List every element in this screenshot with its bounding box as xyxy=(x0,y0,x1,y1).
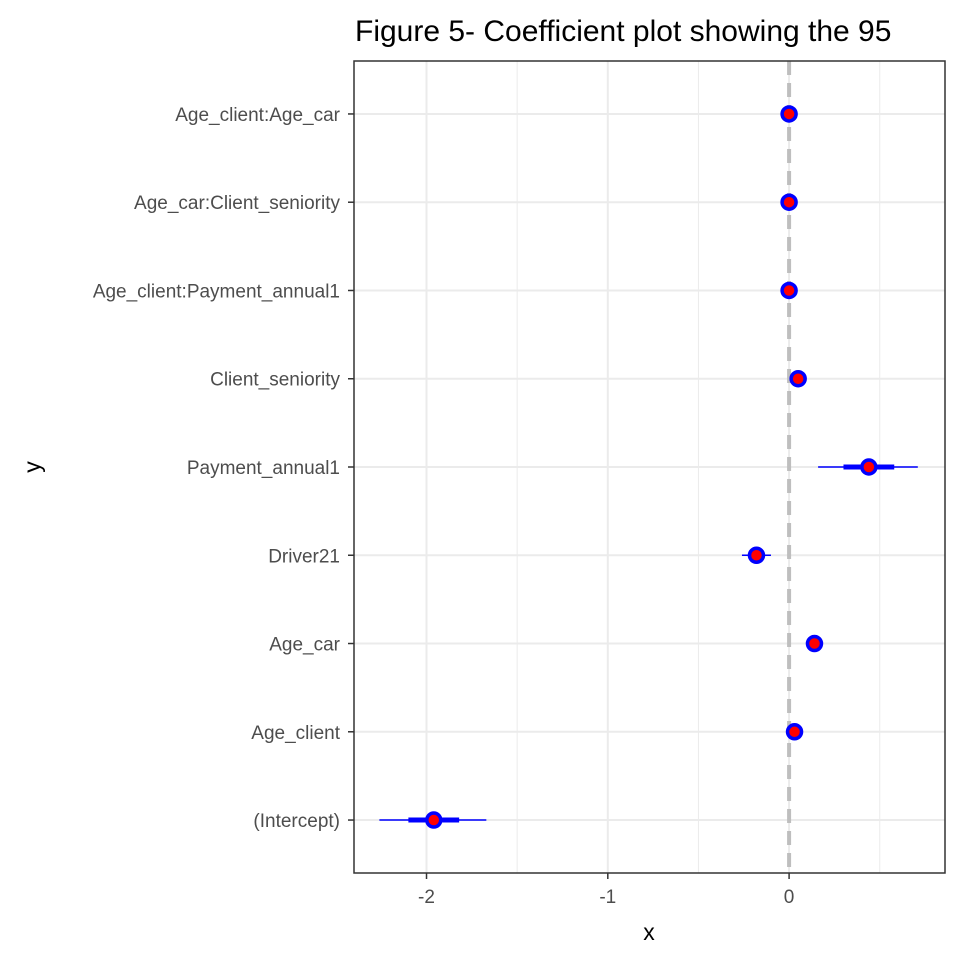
y-tick-label: (Intercept) xyxy=(253,811,340,832)
y-tick-label: Age_client:Payment_annual1 xyxy=(93,281,340,302)
coefficient-point xyxy=(785,723,804,741)
coefficient-point xyxy=(789,369,807,388)
y-tick-label: Age_client xyxy=(251,723,340,744)
chart-title: Figure 5- Coefficient plot showing the 9… xyxy=(355,15,891,48)
coefficient-point xyxy=(860,458,878,476)
coefficient-points xyxy=(425,105,878,829)
x-tick-label: -1 xyxy=(599,887,616,908)
x-axis-ticks: -2 -1 0 xyxy=(418,873,794,908)
coefficient-point xyxy=(805,634,824,653)
coefficient-point xyxy=(780,281,798,300)
coefficient-point xyxy=(780,193,798,211)
coefficient-point xyxy=(780,105,798,123)
y-tick-label: Driver21 xyxy=(268,546,340,567)
x-tick-label: -2 xyxy=(418,887,435,908)
y-tick-label: Payment_annual1 xyxy=(187,458,340,479)
y-tick-label: Age_car xyxy=(269,635,340,656)
y-tick-label: Age_client:Age_car xyxy=(175,105,340,126)
y-axis-ticks: (Intercept) Age_client Age_car Driver21 Paym… xyxy=(93,105,354,832)
y-tick-label: Age_car:Client_seniority xyxy=(134,193,340,214)
y-tick-label: Client_seniority xyxy=(210,370,340,391)
x-axis-title: x xyxy=(643,919,655,945)
coefficient-point xyxy=(747,546,766,565)
coefficient-point xyxy=(425,811,443,829)
y-axis-title: y xyxy=(19,461,45,473)
x-tick-label: 0 xyxy=(784,887,795,908)
